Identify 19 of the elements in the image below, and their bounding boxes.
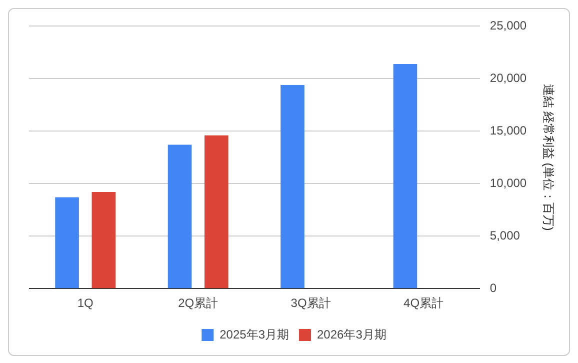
y-tick-label: 0 [490,280,497,295]
y-tick-label: 20,000 [490,70,527,85]
legend-label: 2025年3月期 [220,327,290,342]
x-tick-label: 4Q累計 [404,296,444,310]
x-tick-label: 2Q累計 [178,296,218,310]
y-tick-label: 10,000 [490,176,527,190]
bar [204,135,228,288]
bar [280,84,304,288]
bar [393,64,418,288]
y-tick-label: 15,000 [490,123,527,138]
bar [55,197,79,288]
y-tick-label: 5,000 [490,228,520,242]
x-tick-label: 1Q [77,296,94,310]
bar [168,144,192,288]
y-axis-title: 連結 経常利益 (単位：百万) [541,84,556,231]
y-tick-label: 25,000 [490,18,527,33]
bar [92,192,116,288]
legend-label: 2026年3月期 [317,327,386,342]
x-tick-label: 3Q累計 [290,296,331,310]
